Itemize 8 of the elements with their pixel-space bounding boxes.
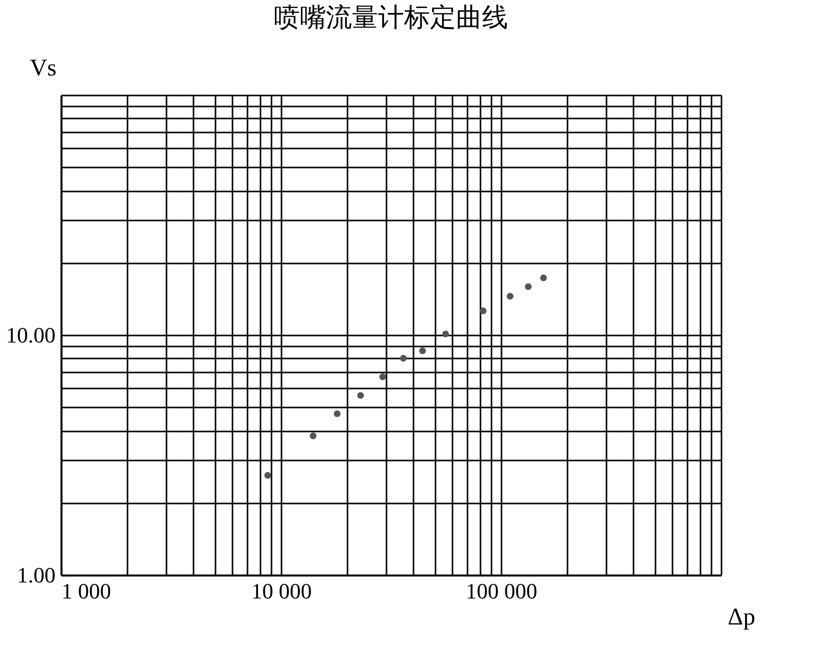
y-tick-label: 10.00: [6, 322, 56, 348]
x-tick-label: 1 000: [62, 578, 111, 604]
x-axis-title: Δp: [728, 604, 756, 630]
chart-title: 喷嘴流量计标定曲线: [274, 3, 508, 32]
y-axis-title: Vs: [30, 56, 56, 82]
x-tick-label: 10 000: [251, 578, 312, 604]
y-tick-label: 1.00: [17, 562, 56, 588]
x-tick-label: 100 000: [466, 578, 538, 604]
